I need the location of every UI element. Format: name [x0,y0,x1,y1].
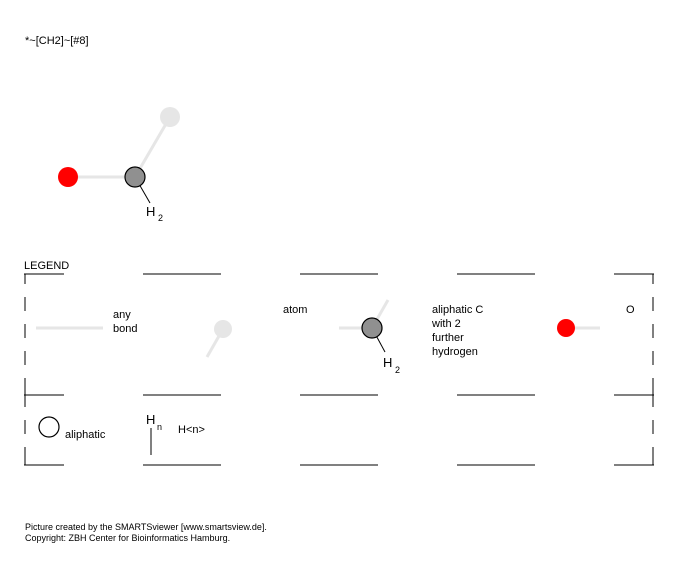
legend: LEGEND [24,260,654,466]
legend-hn-h-label: H [146,412,155,427]
smarts-string: *~[CH2]~[#8] [25,35,89,47]
footer-credit: Picture created by the SMARTSviewer [www… [25,522,267,532]
legend-atom-label: atom [283,304,307,316]
legend-any-bond-label-1: any [113,309,131,321]
legend-ch2-desc-4: hydrogen [432,346,478,358]
legend-hn-desc: H<n> [178,424,205,436]
legend-aliphatic-circle [38,416,60,438]
ch2-h-subscript: 2 [158,213,163,223]
legend-aliphatic-label: aliphatic [65,429,106,441]
legend-oxygen-label: O [626,304,635,316]
legend-frame [24,273,654,466]
legend-ch2-desc-2: with 2 [431,318,461,330]
legend-title: LEGEND [24,260,69,272]
oxygen-atom [58,167,78,187]
legend-wildcard-atom [214,320,232,338]
legend-ch2-h-label: H [383,355,392,370]
wildcard-atom [160,107,180,127]
legend-any-bond-label-2: bond [113,323,137,335]
ch2-h-label: H [146,204,155,219]
legend-hn-subscript: n [157,422,162,432]
legend-ch2-desc-1: aliphatic C [432,304,483,316]
molecule: H 2 [58,107,180,223]
legend-ch2-atom [361,317,383,339]
ch2-atom [124,166,146,188]
legend-ch2-desc-3: further [432,332,464,344]
legend-oxygen-atom [557,319,575,337]
legend-ch2-h-subscript: 2 [395,365,400,375]
bond-ch2-wildcard [133,116,172,178]
footer-copyright: Copyright: ZBH Center for Bioinformatics… [25,533,230,543]
